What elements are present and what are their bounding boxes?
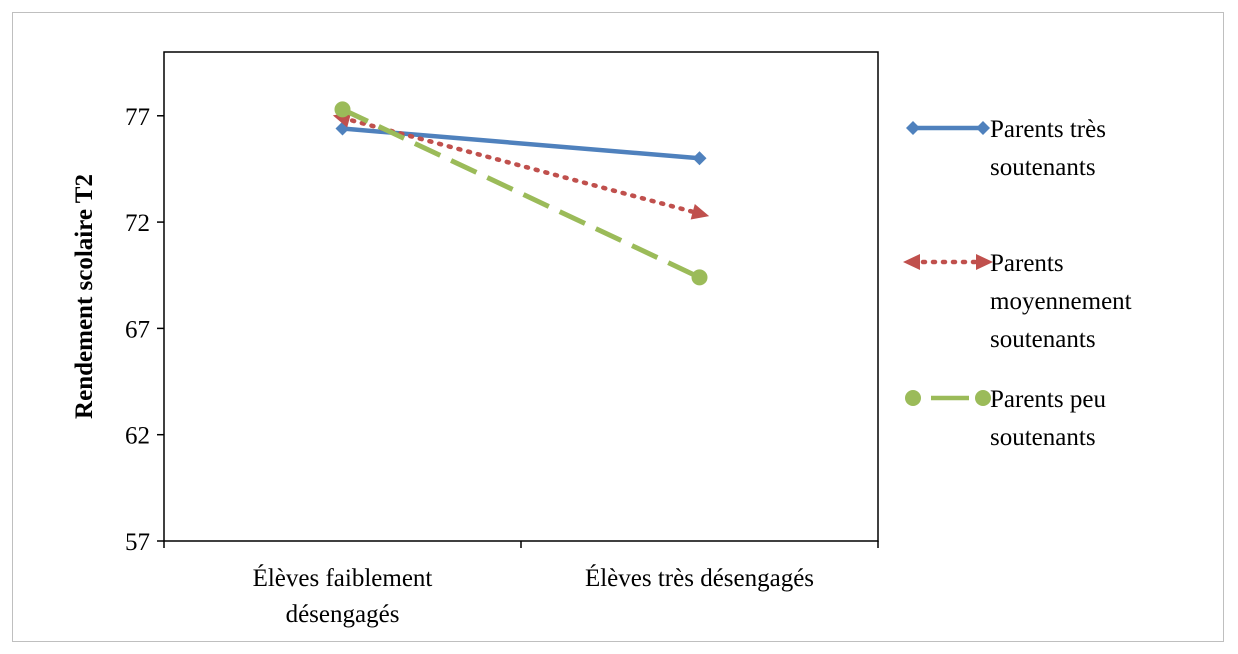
data-point [692, 151, 707, 166]
legend-marker [976, 254, 993, 270]
legend-marker [903, 254, 920, 270]
series-3 [334, 101, 708, 286]
series-2 [332, 111, 710, 220]
legend-marker [905, 390, 921, 406]
series-1 [335, 121, 707, 166]
legend-item-3: Parents peu soutenants [905, 386, 1106, 451]
series-line [340, 115, 702, 216]
x-axis: Élèves faiblement désengagés Élèves très d… [163, 541, 879, 628]
data-point [690, 204, 710, 220]
legend-item-2: Parents moyennement soutenants [903, 250, 1132, 353]
y-axis-label: Rendement scolaire T2 [71, 174, 98, 419]
legend-marker [975, 390, 991, 406]
x-tick-label: Élèves faiblement désengagés [253, 564, 433, 628]
legend-label: Parents très soutenants [990, 116, 1106, 181]
legend-marker [906, 121, 920, 135]
legend: Parents très soutenants Parents moyennement… [903, 116, 1132, 451]
y-tick-label: 57 [125, 529, 150, 556]
y-tick-label: 62 [125, 423, 150, 450]
y-tick-label: 72 [125, 210, 150, 237]
data-point [334, 101, 351, 118]
y-tick-label: 77 [125, 104, 150, 131]
legend-label: Parents peu soutenants [990, 386, 1106, 451]
chart-frame [12, 12, 1224, 642]
y-axis: 57 62 67 72 77 [125, 104, 164, 556]
legend-marker [976, 121, 990, 135]
series-line [341, 107, 701, 280]
legend-item-1: Parents très soutenants [906, 116, 1106, 181]
data-point [691, 269, 708, 286]
x-tick-label: Élèves très désengagés [585, 564, 814, 592]
legend-label: Parents moyennement soutenants [990, 250, 1132, 353]
plot-area [163, 51, 879, 542]
y-tick-label: 67 [125, 316, 150, 343]
series-layer [332, 101, 710, 286]
